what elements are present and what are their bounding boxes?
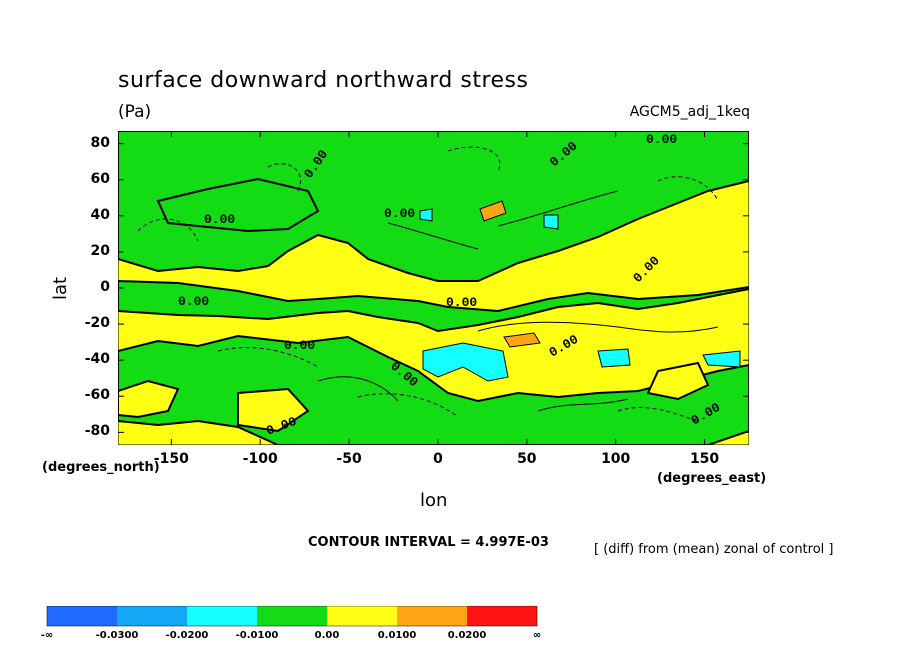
x-tick-label: 0 [433,451,443,467]
chart-title: surface downward northward stress [118,68,529,93]
contour-label: 0.00 [178,294,209,309]
diff-note: [ (diff) from (mean) zonal of control ] [594,542,834,557]
x-tick-label: -150 [153,451,189,467]
cyan-south-indian [597,348,631,368]
orange-regions [479,200,541,348]
legend-label: 0.00 [314,630,340,641]
orange-south-indian [503,332,541,348]
thin-contours [317,190,719,412]
run-label: AGCM5_adj_1keq [629,104,750,120]
equator-band [118,279,749,333]
south-yellow-west [118,379,180,419]
y-tick-label: -40 [84,351,110,368]
mid-lat-patch [156,177,320,233]
cyan-south-pacific [702,350,741,368]
contour-label: 0.00 [646,132,677,147]
legend-swatch [47,606,117,626]
legend-swatch [467,606,537,626]
x-tick-label: -50 [336,451,362,467]
y-tick-label: -80 [84,423,110,440]
cyan-north-1 [419,208,433,222]
contour-label: 0.00 [284,338,315,353]
y-tick-label: 60 [90,170,110,187]
y-tick-label: -60 [84,387,110,404]
legend-label: -0.0100 [235,630,279,641]
y-axis-unit: (degrees_north) [42,460,160,475]
y-axis-label: lat [50,276,71,300]
y-tick-label: 0 [100,279,110,295]
legend-swatch [117,606,187,626]
y-tick-label: 20 [90,242,110,259]
legend-label: 0.0100 [377,630,417,641]
y-tick-label: 80 [90,134,110,151]
dashed-contours [137,146,719,422]
legend-swatch [187,606,257,626]
contour-label: 0.00 [446,295,477,310]
north-band [118,131,749,282]
legend-label: -∞ [40,630,54,641]
x-tick-label: 50 [517,451,537,467]
contour-interval-label: CONTOUR INTERVAL = 4.997E-03 [308,535,549,550]
contour-label: 0.00 [204,212,235,227]
y-tick-label: 40 [90,206,110,223]
x-axis-label: lon [420,490,448,511]
orange-north-asia [479,200,507,222]
legend-swatch [327,606,397,626]
y-tick-label: -20 [84,315,110,332]
south-yellow-mid [237,387,310,433]
tick-marks [118,131,749,445]
cyan-regions [419,208,741,382]
color-legend [46,606,538,627]
x-axis-unit: (degrees_east) [657,471,767,486]
units-label: (Pa) [118,102,152,122]
contour-label: 0.00 [384,206,415,221]
cyan-north-2 [543,214,559,230]
x-tick-label: 150 [689,451,720,467]
contour-plot: 0.00 0.00 0.00 0.00 0.00 0.00 0.00 0.00 … [118,131,749,445]
cyan-south-atlantic [422,342,509,382]
x-tick-label: -100 [242,451,278,467]
legend-label: -0.0300 [95,630,139,641]
south-yellow-east [646,361,710,401]
legend-frame [46,606,538,627]
x-tick-label: 100 [601,451,631,467]
legend-label: -0.0200 [165,630,209,641]
legend-swatch [257,606,327,626]
yellow-islands [118,361,710,433]
legend-swatch [397,606,467,626]
legend-label: ∞ [532,630,542,641]
legend-label: 0.0200 [447,630,487,641]
